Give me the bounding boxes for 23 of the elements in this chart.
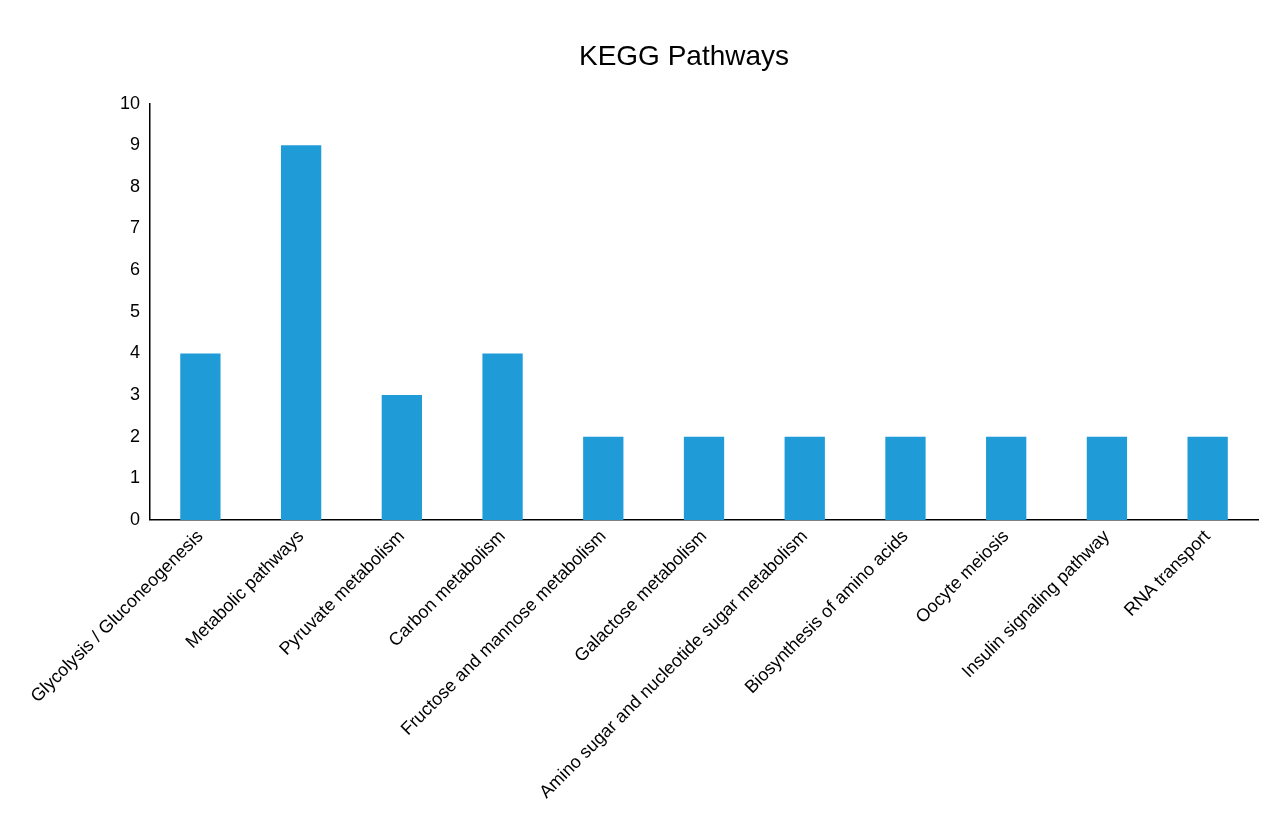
bar	[784, 436, 825, 520]
y-tick-label: 3	[130, 384, 141, 405]
bar	[683, 436, 725, 520]
y-tick-label: 9	[130, 134, 141, 155]
bar	[482, 353, 523, 520]
y-tick-label: 2	[130, 425, 141, 446]
bar	[381, 395, 422, 520]
bar	[180, 353, 221, 520]
bar	[1187, 436, 1228, 520]
bar	[583, 436, 624, 520]
bar	[280, 145, 322, 520]
y-tick-label: 4	[130, 342, 141, 363]
bar	[986, 436, 1027, 520]
y-tick-label: 5	[130, 300, 141, 321]
y-tick-label: 7	[130, 217, 141, 238]
y-tick-label: 1	[130, 467, 141, 488]
chart-title: KEGG Pathways	[578, 39, 790, 71]
bar	[1086, 436, 1128, 520]
y-tick-label: 8	[130, 175, 141, 196]
y-tick-label: 6	[130, 259, 141, 280]
bar	[885, 436, 926, 520]
y-tick-label: 0	[130, 508, 141, 529]
y-tick-label: 10	[119, 92, 141, 113]
